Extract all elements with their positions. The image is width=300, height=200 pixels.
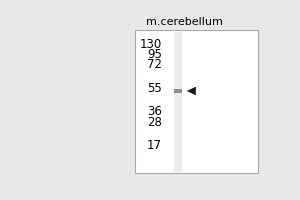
Text: 95: 95 (147, 48, 162, 61)
Text: 17: 17 (147, 139, 162, 152)
Polygon shape (188, 87, 196, 95)
Bar (174, 89, 182, 93)
Bar (135, 30, 258, 173)
Text: 72: 72 (147, 58, 162, 71)
Text: m.cerebellum: m.cerebellum (146, 17, 222, 27)
Text: 36: 36 (147, 105, 162, 118)
Bar (174, 32, 182, 172)
Text: 28: 28 (147, 116, 162, 129)
Text: 130: 130 (140, 38, 162, 51)
Text: 55: 55 (147, 82, 162, 95)
